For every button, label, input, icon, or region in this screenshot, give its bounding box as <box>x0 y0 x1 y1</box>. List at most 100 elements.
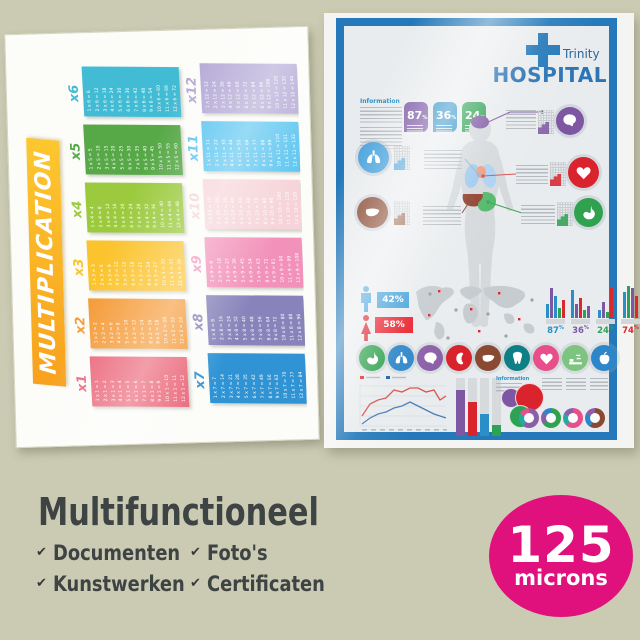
mini-bar-caption <box>546 319 565 324</box>
mini-bar <box>587 306 590 318</box>
brain-icon <box>563 114 577 127</box>
liver-callout-text-placeholder <box>423 206 461 226</box>
heart-icon <box>539 353 553 364</box>
mult-equation: 12 x 7 = 84 <box>298 371 305 399</box>
sleep-circle-icon <box>562 345 588 371</box>
mult-equation: 12 x 3 = 36 <box>177 258 184 287</box>
mult-table-label: x3 <box>71 258 88 277</box>
feature-list-column-2: ✔ Foto's ✔ Certificaten <box>190 541 346 596</box>
heart-circle-icon <box>533 345 559 371</box>
thickness-badge: 125 microns <box>489 495 633 617</box>
mini-bar-group: 74% <box>621 282 640 336</box>
stomach-mini-chart <box>557 202 573 226</box>
donut-charts <box>519 408 605 428</box>
bar-fill <box>480 414 489 436</box>
footnote-text-placeholder <box>542 378 562 392</box>
mini-bar <box>602 302 605 318</box>
mult-equation: 12 x 11 = 132 <box>291 133 299 167</box>
mini-bar <box>562 300 565 318</box>
mult-equation: 12 x 6 = 72 <box>172 85 179 113</box>
donut-hole <box>524 413 534 423</box>
tooth-circle-icon <box>504 345 530 371</box>
liver-callout-icon <box>357 197 388 228</box>
mult-table-label: x6 <box>66 84 83 103</box>
donut-hole <box>546 413 556 423</box>
mini-bar-label: 74% <box>622 325 639 336</box>
mult-table-label: x4 <box>69 200 86 219</box>
stomach-icon <box>582 205 595 219</box>
mult-table-label: x12 <box>184 76 201 104</box>
feature-item: ✔ Foto's <box>190 541 346 565</box>
mult-table-x12: x12 1 x 12 = 12 2 x 12 = 24 3 x 12 = 36 4 x … <box>184 62 300 115</box>
mini-chart-fill <box>538 122 549 134</box>
vertical-bar-chart <box>456 376 501 436</box>
mini-bar <box>571 290 574 318</box>
mini-bar <box>583 310 586 318</box>
mini-bar-charts: 87% 36% 24% 74% <box>546 282 640 336</box>
mult-equation: 12 x 5 = 60 <box>173 143 181 171</box>
mini-bar <box>623 292 626 318</box>
mult-equation: 12 x 4 = 48 <box>175 201 183 229</box>
lungs-icon <box>395 351 407 363</box>
check-icon: ✔ <box>36 545 47 560</box>
donut-chart <box>519 408 539 428</box>
mini-bar <box>554 296 557 318</box>
mini-bars <box>598 282 613 318</box>
multiplication-title: MULTIPLICATION <box>30 149 62 376</box>
brain-mini-chart <box>538 110 554 134</box>
mult-table-card: 1 x 12 = 12 2 x 12 = 24 3 x 12 = 36 4 x 12 … <box>199 63 300 114</box>
badge-unit: microns <box>514 566 608 590</box>
donut-chart <box>541 408 561 428</box>
mult-table-label: x5 <box>68 142 84 161</box>
apple-circle-icon <box>591 345 617 371</box>
mini-bar-caption <box>571 319 590 324</box>
mini-chart-fill <box>557 214 568 226</box>
bar-track <box>480 378 489 436</box>
lungs-mini-chart <box>394 146 410 170</box>
feature-label: Foto's <box>206 541 268 565</box>
stomach-icon <box>366 351 378 365</box>
mini-bar-caption <box>596 319 615 324</box>
bar-fill <box>456 390 465 436</box>
lungs-circle-icon <box>388 345 414 371</box>
sleep-icon <box>568 354 582 364</box>
page-title: Multifunctioneel <box>38 490 319 534</box>
apple-icon <box>599 351 609 364</box>
mult-table-label: x11 <box>186 134 202 162</box>
callout-lines <box>461 110 544 214</box>
feature-item: ✔ Certificaten <box>190 572 346 596</box>
mini-bar-label: 36% <box>572 325 589 336</box>
mini-bar <box>575 304 578 318</box>
kidney-circle-icon <box>446 345 472 371</box>
hospital-poster-content: Trinity HOSPITAL Information 87%36%24% <box>344 26 640 436</box>
mult-table-label: x9 <box>189 255 206 273</box>
liver-mini-chart <box>394 201 410 225</box>
organ-icon-row <box>359 345 617 371</box>
bar-fill <box>492 425 501 436</box>
tooth-icon <box>512 351 522 364</box>
mini-bar <box>610 288 613 318</box>
mult-table-x10: x10 1 x 10 = 10 2 x 10 = 20 3 x 10 = 30 4 x … <box>188 178 303 231</box>
mini-bar-group: 87% <box>546 282 565 336</box>
mult-table-label: x7 <box>192 371 209 389</box>
mini-chart-fill <box>394 213 405 225</box>
bar-track <box>456 378 465 436</box>
female-icon <box>361 315 371 341</box>
mini-bar <box>627 286 630 318</box>
